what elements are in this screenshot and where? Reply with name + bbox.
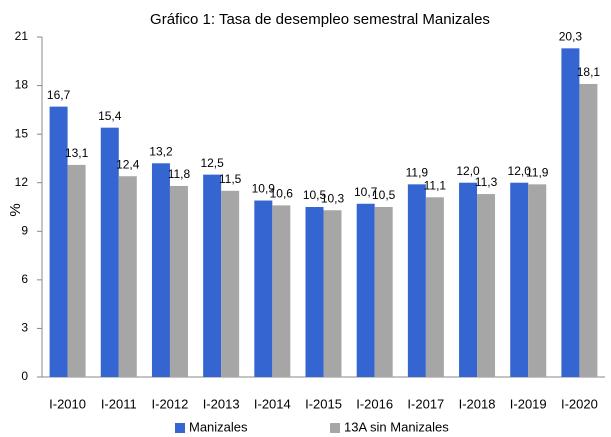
bar [49, 106, 68, 377]
bar [203, 174, 222, 377]
value-label: 10,7 [354, 185, 378, 199]
value-label: 16,7 [47, 88, 71, 102]
value-label: 12,0 [508, 164, 532, 178]
bar [151, 163, 170, 377]
bar [477, 194, 496, 377]
bar [459, 182, 478, 377]
bar [67, 164, 86, 377]
y-axis-label: % [7, 203, 24, 216]
x-tick-label: I-2013 [203, 396, 240, 411]
value-label: 11,9 [526, 166, 549, 180]
bar [510, 182, 529, 377]
x-tick-label: I-2017 [407, 396, 444, 411]
value-label: 11,8 [168, 167, 191, 181]
x-tick-label: I-2015 [305, 396, 342, 411]
value-label: 13,1 [65, 146, 89, 160]
bar [221, 190, 240, 377]
bar [100, 127, 119, 378]
y-tick-label: 3 [21, 321, 28, 335]
value-label: 10,6 [270, 187, 294, 201]
value-label: 11,9 [406, 166, 429, 180]
bar [356, 203, 375, 377]
value-label: 13,2 [149, 144, 173, 158]
value-label: 20,3 [559, 30, 583, 44]
y-tick-label: 21 [15, 29, 29, 43]
y-tick-label: 0 [21, 369, 28, 383]
x-tick-label: I-2016 [356, 396, 393, 411]
x-tick-label: I-2020 [561, 396, 598, 411]
bar [561, 48, 580, 377]
bar [272, 205, 291, 377]
value-label: 10,5 [372, 188, 396, 202]
x-tick-label: I-2014 [254, 396, 291, 411]
value-label: 10,5 [303, 188, 327, 202]
x-tick-label: I-2018 [459, 396, 496, 411]
bar [323, 210, 342, 377]
value-label: 10,9 [252, 182, 276, 196]
bar [407, 184, 426, 377]
bar [118, 176, 137, 377]
value-label: 11,3 [475, 175, 498, 189]
bar [305, 207, 324, 377]
y-tick-label: 12 [15, 175, 29, 189]
y-tick-label: 18 [15, 78, 29, 92]
value-label: 18,1 [577, 65, 601, 79]
bar [579, 83, 598, 377]
value-label: 12,5 [200, 156, 224, 170]
chart-title: Gráfico 1: Tasa de desempleo semestral M… [150, 11, 490, 28]
legend-label: Manizales [189, 419, 248, 434]
legend-swatch [330, 423, 340, 433]
value-label: 12,4 [116, 157, 140, 171]
x-tick-label: I-2010 [49, 396, 86, 411]
x-tick-label: I-2012 [152, 396, 189, 411]
value-label: 11,5 [219, 172, 242, 186]
y-tick-label: 15 [15, 126, 29, 140]
legend-label: 13A sin Manizales [344, 419, 449, 434]
bar [374, 207, 393, 377]
bar [425, 197, 444, 377]
y-tick-label: 9 [21, 223, 28, 237]
x-tick-label: I-2011 [101, 396, 137, 411]
bar [169, 185, 188, 377]
legend-swatch [175, 423, 185, 433]
x-tick-label: I-2019 [510, 396, 547, 411]
y-tick-label: 6 [21, 272, 28, 286]
value-label: 11,1 [424, 178, 447, 192]
value-label: 15,4 [98, 109, 122, 123]
bar [254, 200, 273, 377]
value-label: 12,0 [456, 164, 480, 178]
bar [528, 184, 547, 377]
value-label: 10,3 [321, 191, 345, 205]
